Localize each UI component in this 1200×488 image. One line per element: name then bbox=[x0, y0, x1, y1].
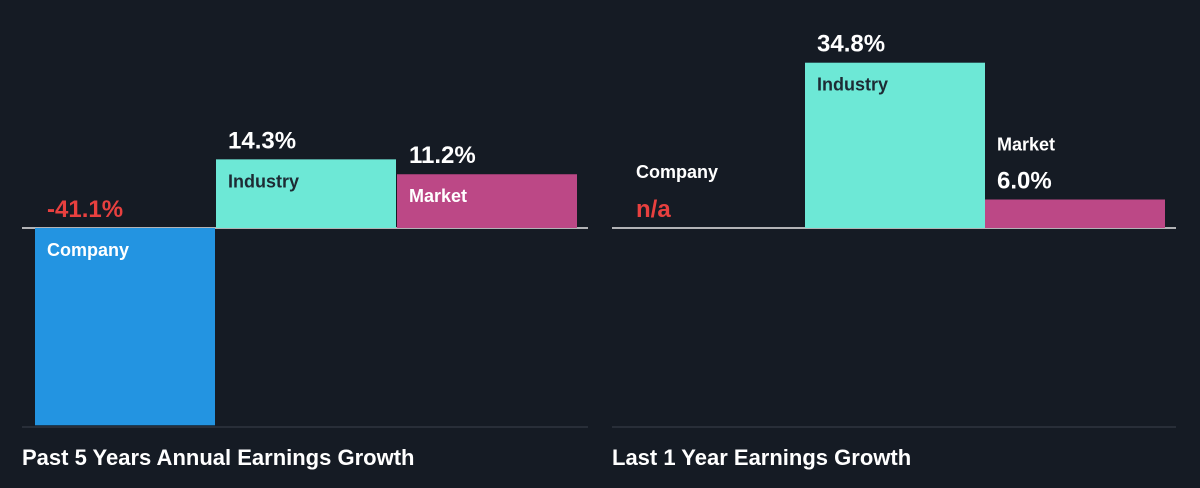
past-5-years-chart: Past 5 Years Annual Earnings Growth Comp… bbox=[22, 127, 588, 470]
company-value-label: n/a bbox=[636, 196, 671, 223]
company-value-label: -41.1% bbox=[47, 196, 123, 223]
market-value-label: 6.0% bbox=[997, 168, 1052, 195]
industry-category-label: Industry bbox=[817, 75, 888, 95]
market-category-label: Market bbox=[997, 135, 1055, 155]
company-category-label: Company bbox=[47, 240, 129, 260]
chart-title: Past 5 Years Annual Earnings Growth bbox=[22, 445, 414, 470]
market-category-label: Market bbox=[409, 186, 467, 206]
industry-value-label: 14.3% bbox=[228, 127, 296, 154]
market-value-label: 11.2% bbox=[409, 142, 476, 169]
chart-title: Last 1 Year Earnings Growth bbox=[612, 445, 911, 470]
industry-value-label: 34.8% bbox=[817, 31, 885, 58]
market-bar bbox=[397, 174, 577, 228]
industry-bar bbox=[216, 159, 396, 228]
company-category-label: Company bbox=[636, 162, 718, 182]
industry-bar bbox=[805, 62, 985, 229]
company-bar bbox=[35, 228, 215, 426]
market-bar bbox=[985, 199, 1165, 228]
last-1-year-chart: Last 1 Year Earnings Growth Company n/a In… bbox=[612, 31, 1176, 470]
industry-category-label: Industry bbox=[228, 171, 299, 191]
